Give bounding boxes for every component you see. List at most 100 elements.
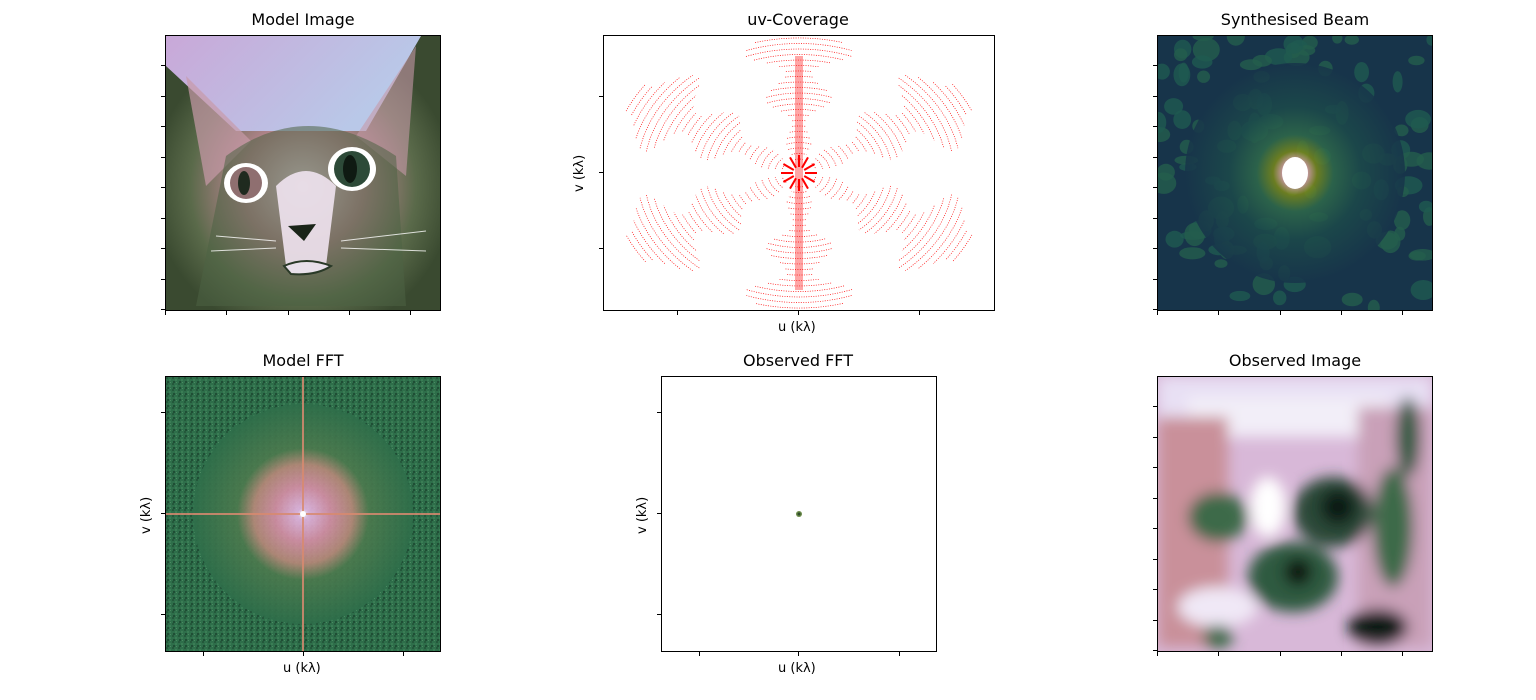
title-uv-coverage: uv-Coverage bbox=[747, 10, 849, 29]
uv-arc bbox=[789, 131, 809, 133]
uv-arc bbox=[761, 178, 775, 197]
uv-arc bbox=[691, 113, 713, 143]
beam-sidelobe bbox=[1409, 249, 1432, 261]
beam-sidelobe bbox=[1178, 62, 1189, 83]
uv-arc bbox=[746, 43, 852, 51]
uv-arc bbox=[767, 153, 780, 169]
model-fft-xlabel: u (kλ) bbox=[283, 661, 321, 676]
uv-arc bbox=[779, 278, 819, 281]
uv-arc bbox=[753, 54, 845, 61]
uv-arc bbox=[898, 194, 952, 269]
uv-arc bbox=[749, 186, 760, 201]
uv-arc bbox=[823, 149, 837, 168]
uv-arc bbox=[745, 48, 853, 57]
uv-arc bbox=[767, 98, 831, 104]
model-image-heatmap bbox=[166, 36, 440, 310]
uv-arc bbox=[631, 230, 653, 261]
observed-fft-ytick bbox=[657, 614, 661, 615]
uv-arc bbox=[830, 147, 843, 165]
beam-sidelobe bbox=[1192, 37, 1220, 62]
uv-arc bbox=[785, 70, 813, 72]
model-fft-ytick bbox=[161, 412, 165, 413]
uv-arc bbox=[788, 196, 810, 199]
uv-center-spoke bbox=[803, 163, 816, 171]
uv-arc bbox=[774, 177, 783, 188]
beam-sidelobe bbox=[1158, 111, 1167, 134]
uv-arc bbox=[673, 212, 695, 241]
uv-arc bbox=[687, 211, 703, 231]
uv-arc bbox=[895, 115, 911, 135]
uv-arc bbox=[898, 77, 952, 152]
title-model-fft: Model FFT bbox=[262, 351, 344, 370]
uv-center-spoke bbox=[803, 175, 816, 183]
beam-sidelobe bbox=[1344, 36, 1359, 45]
uv-arc bbox=[901, 205, 935, 251]
observed-fft-xlabel: u (kλ) bbox=[778, 661, 816, 676]
beam-sidelobe bbox=[1239, 59, 1263, 71]
uv-center-spoke bbox=[801, 156, 809, 169]
uv-arc bbox=[855, 194, 867, 210]
uv-arc bbox=[778, 262, 820, 265]
uv-tracks bbox=[625, 37, 973, 309]
beam-sidelobe bbox=[1164, 98, 1184, 115]
uv-arc bbox=[952, 234, 973, 263]
uv-arc bbox=[902, 214, 916, 234]
beam-sidelobe bbox=[1179, 247, 1206, 260]
uv-arc bbox=[788, 147, 810, 150]
observed-image-heatmap bbox=[1158, 377, 1432, 651]
uv-arc bbox=[815, 177, 824, 188]
uv-arc bbox=[786, 201, 812, 204]
uv-arc bbox=[856, 129, 876, 155]
uv-coverage-plot bbox=[603, 35, 995, 311]
uv-arc bbox=[905, 197, 959, 271]
uv-arc bbox=[745, 289, 853, 298]
uv-arc bbox=[663, 95, 697, 141]
uv-center-band bbox=[795, 56, 803, 290]
uv-arc bbox=[774, 158, 783, 169]
uv-arc bbox=[700, 188, 734, 234]
uv-arc bbox=[753, 285, 845, 292]
uv-arc bbox=[653, 198, 700, 261]
beam-sidelobe bbox=[1229, 290, 1251, 302]
uv-arc bbox=[738, 141, 747, 152]
model-fft-ytick bbox=[161, 513, 165, 514]
observed-fft-xtick bbox=[699, 652, 700, 656]
uv-arc bbox=[714, 187, 742, 225]
model-fft-ylabel: v (kλ) bbox=[139, 496, 154, 534]
beam-sidelobe bbox=[1393, 210, 1411, 231]
synthesised-beam-heatmap bbox=[1158, 36, 1432, 310]
uv-xlabel: u (kλ) bbox=[778, 320, 816, 335]
beam-sidelobe bbox=[1426, 36, 1432, 46]
uv-arc bbox=[755, 181, 768, 199]
uv-arc bbox=[786, 142, 812, 145]
uv-arc bbox=[895, 211, 911, 231]
uv-arc bbox=[952, 83, 973, 112]
uv-arc bbox=[905, 75, 959, 149]
uv-arc bbox=[856, 191, 876, 217]
beam-sidelobe bbox=[1418, 200, 1432, 213]
beam-sidelobe bbox=[1158, 163, 1175, 181]
uv-center-spoke bbox=[789, 177, 797, 190]
uv-arc bbox=[856, 121, 884, 159]
uv-ylabel: v (kλ) bbox=[572, 154, 587, 192]
beam-sidelobe bbox=[1410, 280, 1432, 300]
uv-arc bbox=[778, 81, 820, 84]
model-fft-xtick bbox=[303, 652, 304, 656]
title-observed-fft: Observed FFT bbox=[743, 351, 853, 370]
uv-arc bbox=[746, 295, 852, 303]
observed-fft-plot bbox=[661, 376, 937, 652]
uv-center-spoke bbox=[801, 177, 809, 190]
uv-arc bbox=[631, 85, 653, 116]
beam-sidelobe bbox=[1405, 109, 1431, 129]
uv-arc bbox=[687, 115, 703, 135]
beam-sidelobe bbox=[1394, 124, 1409, 137]
uv-arc bbox=[789, 213, 809, 215]
uv-arc bbox=[932, 82, 965, 126]
model-fft-heatmap bbox=[166, 377, 440, 651]
uv-arc bbox=[903, 105, 925, 134]
uv-arc bbox=[785, 274, 813, 276]
uv-arc bbox=[731, 136, 743, 152]
uv-arc bbox=[744, 191, 753, 202]
uv-arc bbox=[695, 112, 724, 152]
uv-arc bbox=[945, 230, 967, 261]
